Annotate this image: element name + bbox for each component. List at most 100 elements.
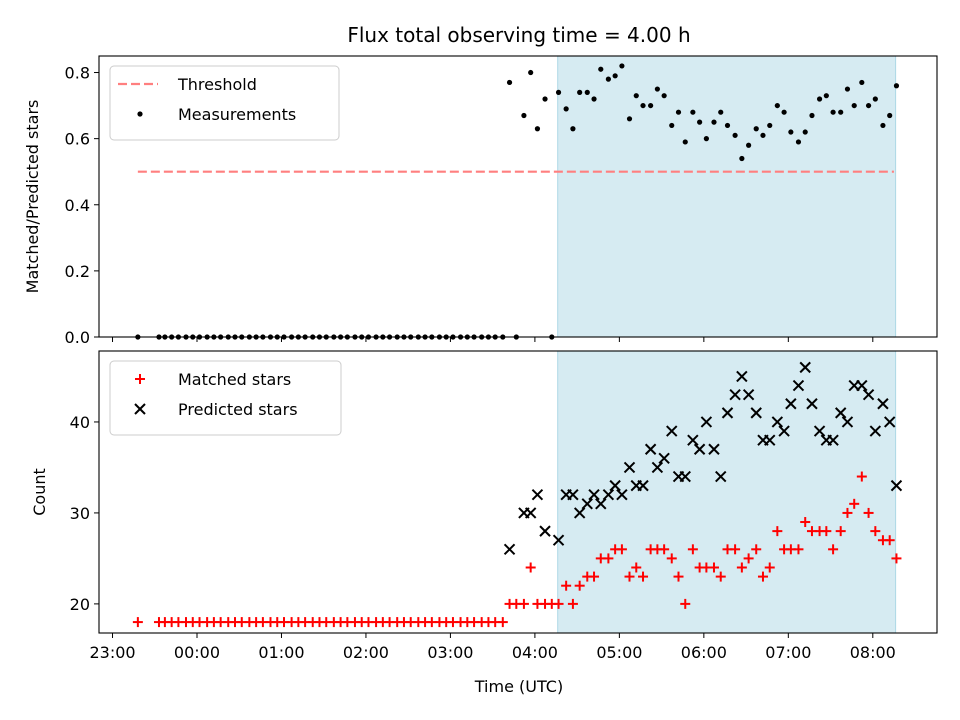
data-point xyxy=(771,416,784,428)
data-point xyxy=(700,416,713,428)
chart-title: Flux total observing time = 4.00 h xyxy=(347,23,690,47)
legend: Threshold Measurements xyxy=(109,65,340,141)
data-point xyxy=(690,109,696,115)
data-point xyxy=(828,544,839,555)
data-point xyxy=(838,109,844,115)
data-point xyxy=(849,498,860,509)
x-tick-label: 01:00 xyxy=(258,643,304,662)
data-point xyxy=(751,544,762,555)
data-point xyxy=(778,425,790,437)
x-tick-label: 02:00 xyxy=(343,643,389,662)
legend-marker xyxy=(135,374,145,384)
y-tick-label: 40 xyxy=(70,413,90,432)
data-point xyxy=(883,416,896,428)
data-point xyxy=(542,96,548,102)
data-point xyxy=(531,489,544,501)
data-point xyxy=(591,96,597,102)
data-point xyxy=(764,562,775,573)
data-point xyxy=(687,544,698,555)
data-point xyxy=(669,122,675,129)
data-point xyxy=(809,112,815,119)
data-point xyxy=(764,434,776,446)
data-point xyxy=(806,398,818,410)
legend: Matched stars Predicted stars xyxy=(109,360,342,436)
x-tick-label: 04:00 xyxy=(512,643,558,662)
x-tick-label: 08:00 xyxy=(850,643,896,662)
data-point xyxy=(573,507,586,519)
data-point xyxy=(570,126,576,132)
data-point xyxy=(781,109,787,115)
data-point xyxy=(891,553,902,564)
y-tick-label: 0.2 xyxy=(65,262,90,281)
data-point xyxy=(638,571,649,582)
data-point xyxy=(528,69,534,76)
data-point xyxy=(609,479,621,492)
data-point xyxy=(574,580,585,591)
data-point xyxy=(863,507,874,518)
data-point xyxy=(736,562,747,573)
data-point xyxy=(841,416,854,428)
data-point xyxy=(788,129,794,135)
data-point xyxy=(799,361,811,374)
data-point xyxy=(842,507,853,518)
data-point xyxy=(624,571,635,582)
ratio-panel: 0.0 0.2 0.4 0.6 0.8 Matched/Predicted stars Th… xyxy=(23,55,938,347)
data-point xyxy=(644,443,657,455)
legend-label: Matched stars xyxy=(178,370,291,389)
data-point xyxy=(588,489,600,501)
data-point xyxy=(816,96,823,102)
data-point xyxy=(813,425,826,437)
data-point xyxy=(859,79,865,86)
data-point xyxy=(715,571,726,582)
data-point xyxy=(793,544,804,555)
x-tick-label: 00:00 xyxy=(174,643,220,662)
data-point xyxy=(589,571,600,582)
x-tick-label: 05:00 xyxy=(596,643,642,662)
data-point xyxy=(521,112,527,119)
data-point xyxy=(772,526,783,537)
data-point xyxy=(708,562,719,573)
data-point xyxy=(693,443,706,455)
data-point xyxy=(887,112,893,119)
data-point xyxy=(553,598,564,609)
data-point xyxy=(673,571,684,582)
data-point xyxy=(679,470,691,483)
data-point xyxy=(524,507,537,519)
data-point xyxy=(563,106,569,112)
data-point xyxy=(640,102,646,109)
legend-box xyxy=(109,360,342,436)
data-point xyxy=(795,139,802,145)
data-point xyxy=(834,407,847,419)
data-point xyxy=(552,534,565,546)
data-point xyxy=(680,598,691,609)
data-point xyxy=(760,132,766,138)
data-point xyxy=(785,398,797,410)
data-point xyxy=(506,79,513,86)
data-point xyxy=(567,489,579,501)
x-tick-label: 23:00 xyxy=(89,643,135,662)
y-tick-label: 30 xyxy=(70,504,90,523)
data-point xyxy=(584,89,590,95)
y-axis-title: Count xyxy=(30,468,49,516)
shaded-region xyxy=(557,351,896,633)
data-point xyxy=(682,139,688,145)
x-axis: 23:00 00:00 01:00 02:00 03:00 04:00 05:00 06:00… xyxy=(89,643,895,662)
data-point xyxy=(856,471,867,482)
data-point xyxy=(595,498,607,510)
data-point xyxy=(821,526,832,537)
data-point xyxy=(631,562,642,573)
x-tick-label: 03:00 xyxy=(427,643,473,662)
data-point xyxy=(633,93,639,99)
y-axis-title: Matched/Predicted stars xyxy=(23,100,42,294)
data-point xyxy=(525,562,536,573)
data-point xyxy=(711,119,717,125)
y-tick-label: 0.8 xyxy=(65,64,90,83)
plot-frame xyxy=(98,55,938,338)
data-point xyxy=(666,553,677,564)
data-point xyxy=(862,388,875,401)
data-point xyxy=(851,102,857,109)
data-point xyxy=(736,370,748,383)
data-point xyxy=(612,73,618,79)
data-point xyxy=(708,443,720,455)
legend-label: Predicted stars xyxy=(178,400,298,419)
